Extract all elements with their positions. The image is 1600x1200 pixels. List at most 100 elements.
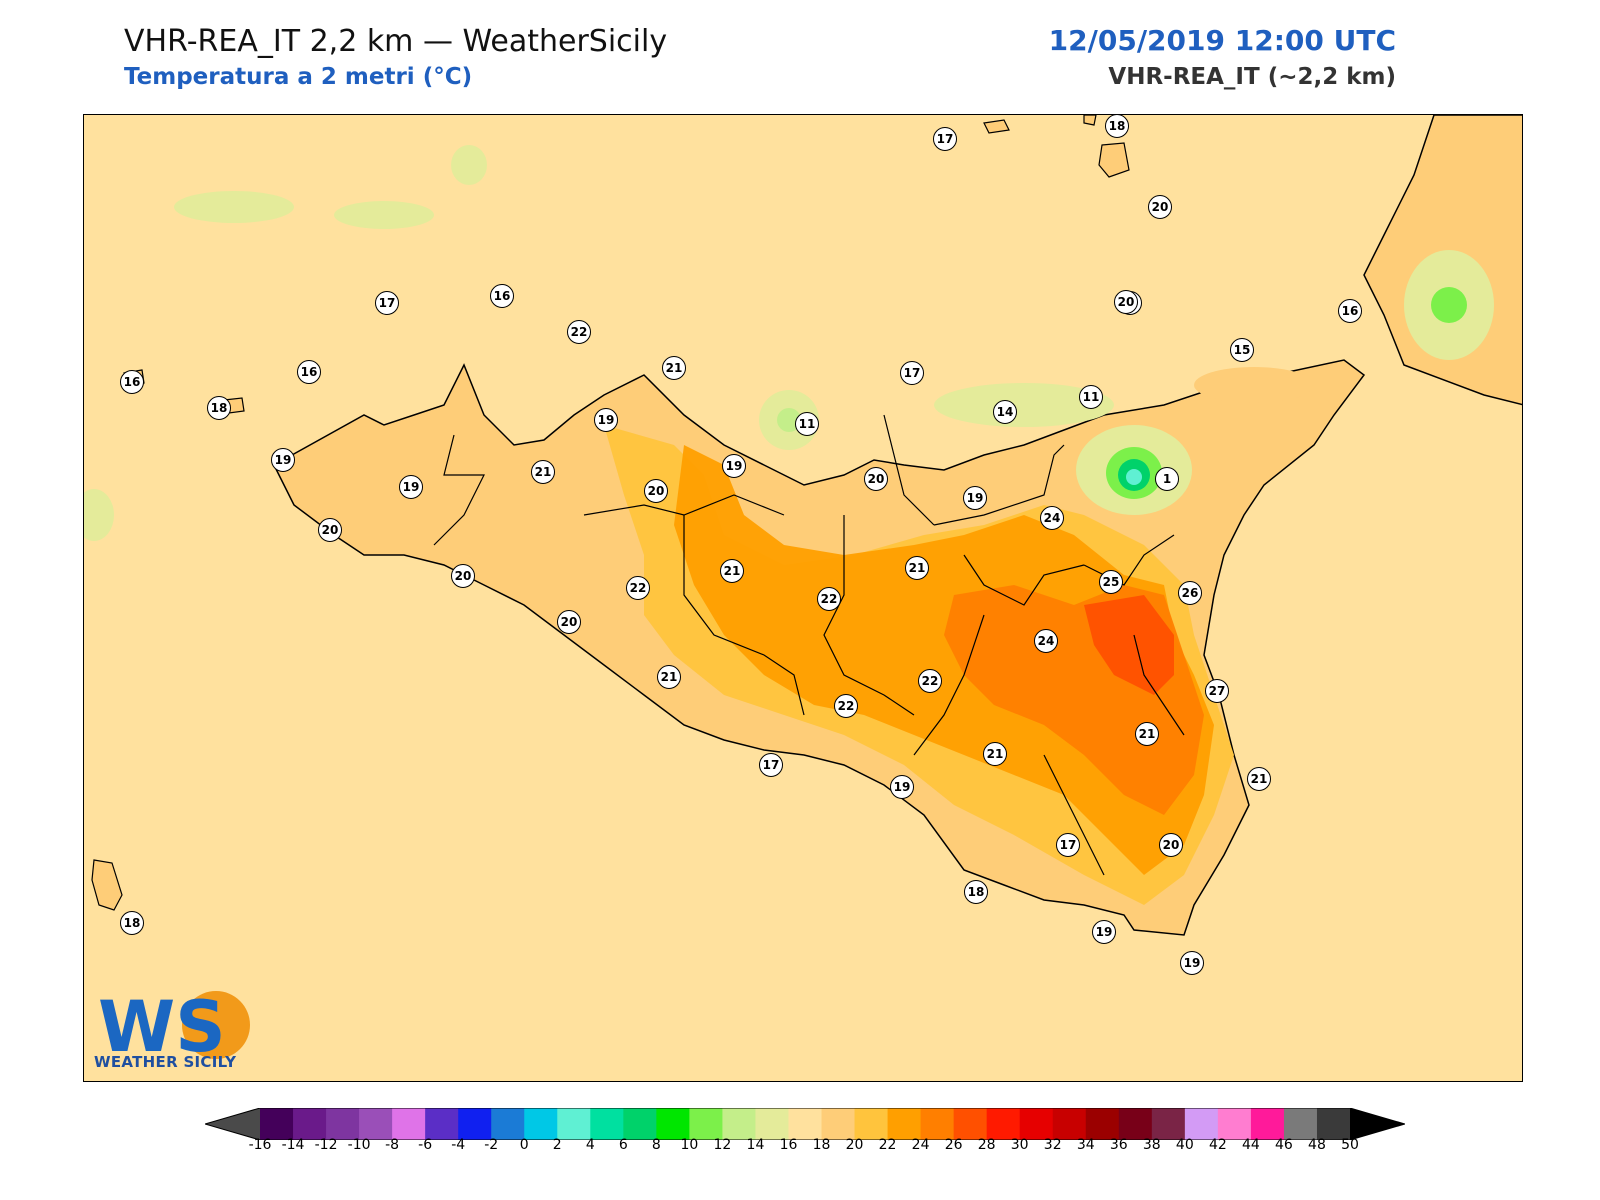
colorbar-tick-label: -4 — [451, 1137, 466, 1153]
colorbar-segment — [1316, 1108, 1351, 1140]
sea-cool-patch-4 — [84, 489, 114, 541]
colorbar-segment — [557, 1108, 591, 1140]
colorbar-tick-label: 14 — [746, 1137, 765, 1153]
station-marker: 11 — [1079, 385, 1103, 409]
colorbar-segment — [260, 1108, 294, 1140]
station-marker: 18 — [1105, 114, 1129, 138]
island-aeolian-1 — [983, 119, 1010, 134]
colorbar-tick-label: 42 — [1208, 1137, 1227, 1153]
colorbar-tick-label: 10 — [680, 1137, 699, 1153]
station-marker: 16 — [490, 284, 514, 308]
colorbar-segment — [986, 1108, 1021, 1140]
colorbar-tick-label: -14 — [281, 1137, 305, 1153]
colorbar-segment — [953, 1108, 988, 1140]
colorbar-segment — [293, 1108, 327, 1140]
station-marker: 20 — [864, 467, 888, 491]
colorbar-tick-label: 0 — [519, 1137, 529, 1153]
station-marker: 11 — [795, 412, 819, 436]
station-marker: 20 — [1159, 833, 1183, 857]
station-marker: 25 — [1099, 570, 1123, 594]
temperature-field — [84, 115, 1522, 936]
station-marker: 21 — [983, 742, 1007, 766]
colorbar-tick-label: 8 — [651, 1137, 661, 1153]
colorbar-segment — [755, 1108, 789, 1140]
colorbar-tick-label: 48 — [1308, 1137, 1326, 1153]
station-marker: 22 — [834, 694, 858, 718]
colorbar-tick-label: 36 — [1109, 1137, 1128, 1153]
colorbar-tick-label: -10 — [347, 1137, 371, 1153]
station-marker: 19 — [890, 775, 914, 799]
nebrodi-cool-zone — [934, 383, 1114, 427]
colorbar-tick-label: -16 — [248, 1137, 272, 1153]
colorbar-segment — [788, 1108, 823, 1140]
colorbar-segment — [854, 1108, 889, 1140]
sea-cool-patch-1 — [174, 191, 294, 223]
colorbar-segment — [1184, 1108, 1219, 1140]
station-marker: 22 — [567, 320, 591, 344]
station-marker: 19 — [963, 486, 987, 510]
station-marker: 26 — [1178, 581, 1202, 605]
station-marker: 20 — [1114, 290, 1138, 314]
colorbar-tick-label: 18 — [812, 1137, 831, 1153]
colorbar-tick-label: 50 — [1341, 1137, 1359, 1153]
map-title: VHR-REA_IT 2,2 km — WeatherSicily — [124, 24, 668, 59]
station-marker: 19 — [722, 454, 746, 478]
station-marker: 21 — [1135, 722, 1159, 746]
logo-letters: WS — [98, 986, 226, 1068]
colorbar-segment — [1151, 1108, 1186, 1140]
station-marker: 21 — [657, 665, 681, 689]
colorbar-segment — [887, 1108, 922, 1140]
station-marker: 17 — [933, 127, 957, 151]
station-marker: 20 — [644, 479, 668, 503]
colorbar-tick-label: 20 — [845, 1137, 864, 1153]
colorbar-segment — [1019, 1108, 1054, 1140]
map-panel: WS WEATHER SICILY — [83, 114, 1523, 1082]
sea-cool-patch-3 — [451, 145, 487, 185]
station-marker: 19 — [399, 475, 423, 499]
colorbar-segment — [392, 1108, 426, 1140]
logo-name: WEATHER SICILY — [94, 1053, 237, 1071]
station-marker: 16 — [1338, 299, 1362, 323]
station-marker: 16 — [297, 360, 321, 384]
station-marker: 24 — [1040, 506, 1064, 530]
station-marker: 22 — [817, 587, 841, 611]
colorbar-tick-label: 28 — [977, 1137, 996, 1153]
station-marker: 19 — [594, 408, 618, 432]
station-marker: 21 — [662, 356, 686, 380]
colorbar-segment — [722, 1108, 756, 1140]
colorbar-segment — [1250, 1108, 1285, 1140]
station-marker: 16 — [120, 370, 144, 394]
colorbar-segment — [689, 1108, 723, 1140]
station-marker: 17 — [1056, 833, 1080, 857]
station-marker: 19 — [1092, 920, 1116, 944]
colorbar-segment — [590, 1108, 624, 1140]
station-marker: 21 — [905, 556, 929, 580]
colorbar-segment — [821, 1108, 856, 1140]
colorbar-tick-label: 32 — [1043, 1137, 1062, 1153]
warm-zone-28 — [1084, 595, 1174, 695]
warm-zone-24 — [674, 445, 1214, 875]
station-marker: 21 — [1247, 767, 1271, 791]
datetime-label: 12/05/2019 12:00 UTC — [1048, 24, 1396, 57]
station-marker: 15 — [1230, 338, 1254, 362]
colorbar-tick-label: 34 — [1076, 1137, 1095, 1153]
station-marker: 20 — [451, 564, 475, 588]
colorbar-tick-label: -8 — [385, 1137, 400, 1153]
station-marker: 21 — [720, 559, 744, 583]
colorbar-max-arrow — [1350, 1108, 1405, 1140]
colorbar-tick-label: 4 — [585, 1137, 595, 1153]
colorbar-segment — [1283, 1108, 1318, 1140]
sea-cool-patch-2 — [334, 201, 434, 229]
colorbar-tick-label: 12 — [713, 1137, 732, 1153]
colorbar — [205, 1108, 1405, 1140]
colorbar-segment — [326, 1108, 360, 1140]
colorbar-segment — [1217, 1108, 1252, 1140]
station-marker: 19 — [1180, 951, 1204, 975]
colorbar-tick-label: 30 — [1010, 1137, 1029, 1153]
colorbar-tick-label: -6 — [418, 1137, 433, 1153]
colorbar-labels: -16 -14 -12 -10 -8 -6 -4 -2 0 2 4 6 8 10 12 14 16 18 20 22 2… — [0, 1137, 1600, 1157]
map-subtitle: Temperatura a 2 metri (°C) — [124, 64, 473, 90]
colorbar-tick-label: 44 — [1241, 1137, 1260, 1153]
colorbar-tick-label: 22 — [878, 1137, 897, 1153]
colorbar-min-arrow — [205, 1108, 260, 1140]
